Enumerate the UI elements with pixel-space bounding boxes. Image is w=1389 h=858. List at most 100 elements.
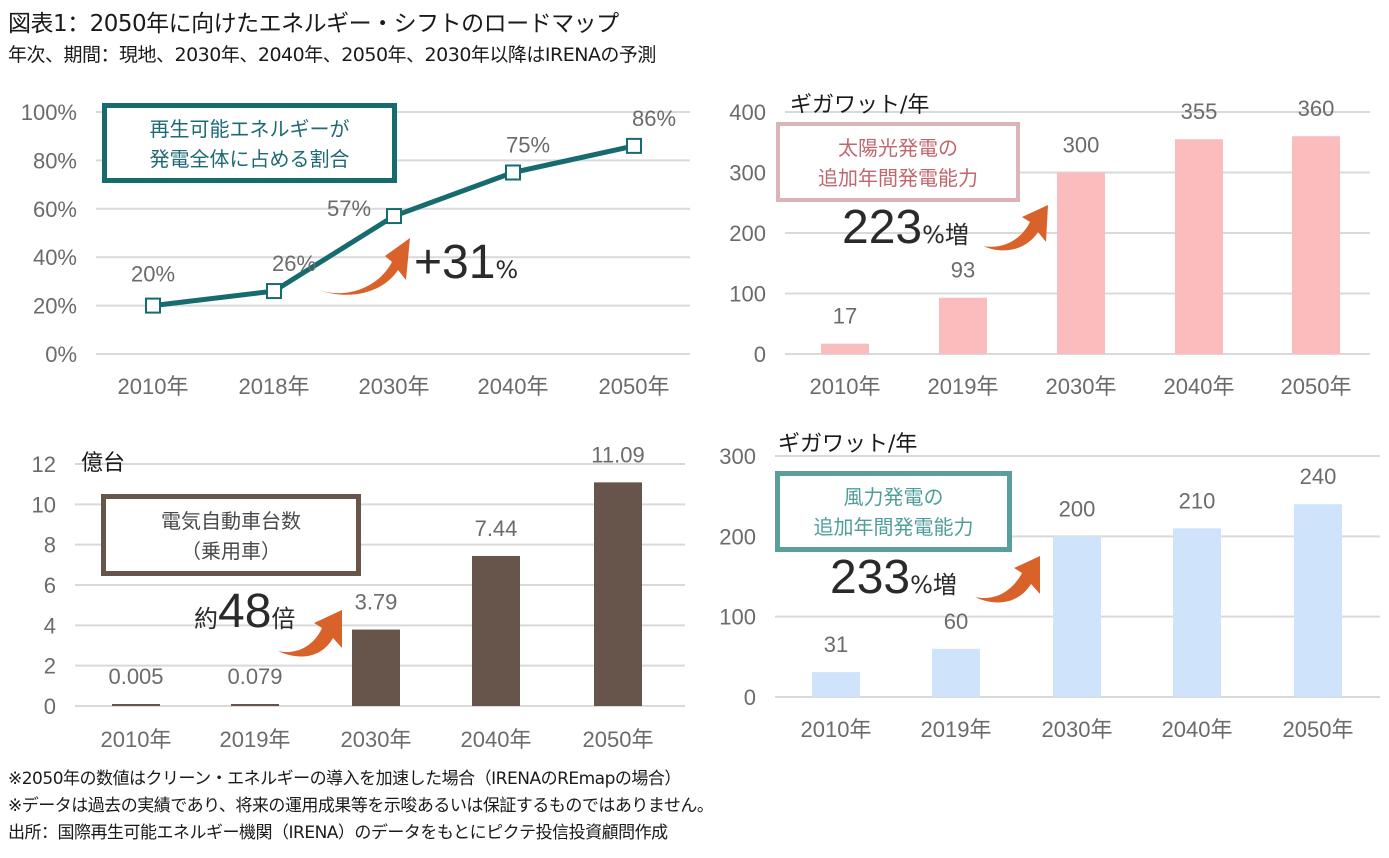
wind-legend: 風力発電の 追加年間発電能力 <box>775 471 1012 552</box>
data-label: 3.79 <box>355 590 398 615</box>
data-label: 75% <box>506 133 550 158</box>
bar <box>594 482 642 706</box>
x-tick-label: 2030年 <box>341 727 412 752</box>
y-tick-label: 300 <box>719 444 756 469</box>
x-tick-label: 2030年 <box>1042 717 1113 742</box>
x-tick-label: 2010年 <box>810 374 881 399</box>
bar <box>812 672 860 697</box>
callout-suffix: %増 <box>922 221 969 249</box>
bar <box>231 704 279 706</box>
y-axis-unit-label: 億台 <box>81 451 125 476</box>
bar <box>472 555 520 706</box>
x-tick-label: 2030年 <box>359 374 430 399</box>
x-tick-label: 2050年 <box>583 727 654 752</box>
x-tick-label: 2040年 <box>478 374 549 399</box>
data-point-marker <box>626 137 642 154</box>
renewable-growth-callout: +31% <box>414 235 518 290</box>
data-label: 20% <box>131 262 175 287</box>
data-point-marker <box>266 283 282 300</box>
growth-arrow-icon <box>278 610 342 657</box>
y-tick-label: 6 <box>44 573 56 598</box>
data-label: 360 <box>1298 96 1335 121</box>
legend-line-2: 追加年間発電能力 <box>813 515 974 539</box>
data-label: 240 <box>1300 464 1337 489</box>
data-label: 93 <box>951 258 975 283</box>
bar <box>1057 172 1105 354</box>
bar <box>1294 504 1342 697</box>
data-label: 57% <box>327 196 371 221</box>
callout-suffix: %増 <box>910 571 957 599</box>
x-tick-label: 2050年 <box>1281 374 1352 399</box>
solar-growth-callout: 223%増 <box>842 200 969 255</box>
x-tick-label: 2040年 <box>1164 374 1235 399</box>
x-tick-label: 2010年 <box>118 374 189 399</box>
data-point-marker <box>386 208 402 225</box>
bar <box>1173 528 1221 697</box>
legend-line-1: 電気自動車台数 <box>161 509 301 533</box>
data-label: 11.09 <box>591 442 644 467</box>
y-tick-label: 0 <box>754 342 766 367</box>
growth-arrow-icon <box>975 556 1040 603</box>
x-tick-label: 2019年 <box>921 717 992 742</box>
data-label: 60 <box>944 609 968 634</box>
y-tick-label: 8 <box>44 533 56 558</box>
y-axis-unit-label: ギガワット/年 <box>778 432 917 457</box>
bar <box>1175 139 1223 354</box>
bar <box>939 297 987 354</box>
data-point-marker <box>145 297 161 314</box>
y-tick-label: 0% <box>45 342 77 367</box>
data-label: 86% <box>632 106 676 131</box>
solar-capacity-bar-chart: 0 100 200 300 400 ギガワット/年 2010年 2019年 2030年 2040年… <box>729 93 1370 399</box>
data-label: 7.44 <box>475 516 518 541</box>
legend-line-1: 太陽光発電の <box>838 136 958 160</box>
legend-line-1: 再生可能エネルギーが <box>149 117 350 141</box>
y-tick-label: 10 <box>32 492 56 517</box>
bar <box>112 704 160 706</box>
y-tick-label: 200 <box>719 524 756 549</box>
data-label: 0.005 <box>108 664 163 689</box>
y-tick-label: 0 <box>44 694 56 719</box>
bar <box>1292 136 1340 354</box>
x-tick-label: 2050年 <box>1283 717 1354 742</box>
y-tick-label: 100 <box>719 605 756 630</box>
callout-suffix: % <box>495 256 519 284</box>
data-label: 26% <box>272 251 316 276</box>
data-label: 0.079 <box>227 664 282 689</box>
data-point-marker <box>505 164 521 181</box>
x-tick-label: 2010年 <box>801 717 872 742</box>
y-tick-label: 100 <box>729 282 766 307</box>
renewable-share-legend: 再生可能エネルギーが 発電全体に占める割合 <box>102 103 397 183</box>
y-tick-label: 12 <box>32 452 56 477</box>
y-tick-label: 300 <box>729 161 766 186</box>
data-label: 17 <box>833 304 857 329</box>
footnotes: ※2050年の数値はクリーン・エネルギーの導入を加速した場合（IRENAのREm… <box>8 766 714 847</box>
footnote-1: ※2050年の数値はクリーン・エネルギーの導入を加速した場合（IRENAのREm… <box>8 769 681 789</box>
y-tick-label: 4 <box>44 613 56 638</box>
ev-legend: 電気自動車台数 （乗用車） <box>101 494 361 576</box>
legend-line-2: （乗用車） <box>181 539 281 563</box>
callout-number: 223 <box>842 201 923 254</box>
data-label: 355 <box>1181 99 1218 124</box>
bar <box>352 629 400 706</box>
bar <box>821 343 869 354</box>
growth-arrow-icon <box>318 238 410 295</box>
y-tick-label: 60% <box>33 197 77 222</box>
x-tick-label: 2019年 <box>220 727 291 752</box>
y-tick-label: 400 <box>729 100 766 125</box>
x-tick-label: 2050年 <box>599 374 670 399</box>
growth-arrow-icon <box>983 205 1048 251</box>
y-tick-label: 200 <box>729 221 766 246</box>
y-tick-label: 20% <box>33 294 77 319</box>
y-tick-label: 2 <box>44 654 56 679</box>
ev-count-bar-chart: 0 2 4 6 8 10 12 億台 2010年 2019年 2030年 2040年 2050年 0.00… <box>32 442 685 752</box>
y-tick-label: 40% <box>33 245 77 270</box>
wind-capacity-bar-chart: 0 100 200 300 ギガワット/年 2010年 2019年 2030年 2040年 205… <box>719 432 1380 742</box>
page-title: 図表1：2050年に向けたエネルギー・シフトのロードマップ <box>8 11 619 37</box>
x-tick-label: 2018年 <box>239 374 310 399</box>
solar-legend: 太陽光発電の 追加年間発電能力 <box>776 122 1020 202</box>
bar <box>1053 536 1101 697</box>
data-label: 31 <box>824 632 848 657</box>
y-tick-label: 100% <box>21 100 77 125</box>
legend-line-2: 追加年間発電能力 <box>818 166 978 190</box>
y-axis-unit-label: ギガワット/年 <box>790 93 929 118</box>
